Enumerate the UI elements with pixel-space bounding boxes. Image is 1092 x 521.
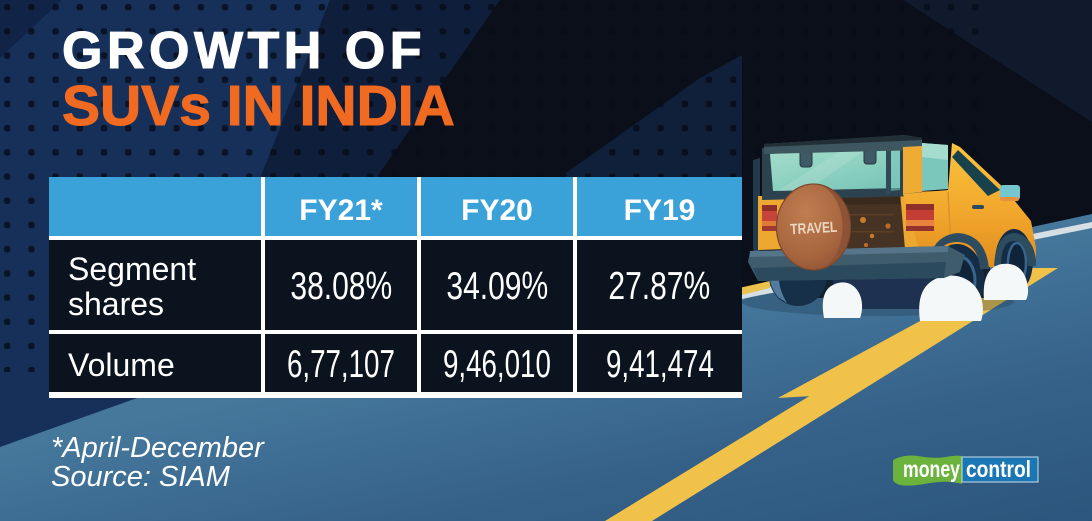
- svg-text:TRAVEL: TRAVEL: [790, 219, 838, 238]
- svg-text:control: control: [966, 456, 1031, 482]
- svg-text:money: money: [903, 456, 960, 482]
